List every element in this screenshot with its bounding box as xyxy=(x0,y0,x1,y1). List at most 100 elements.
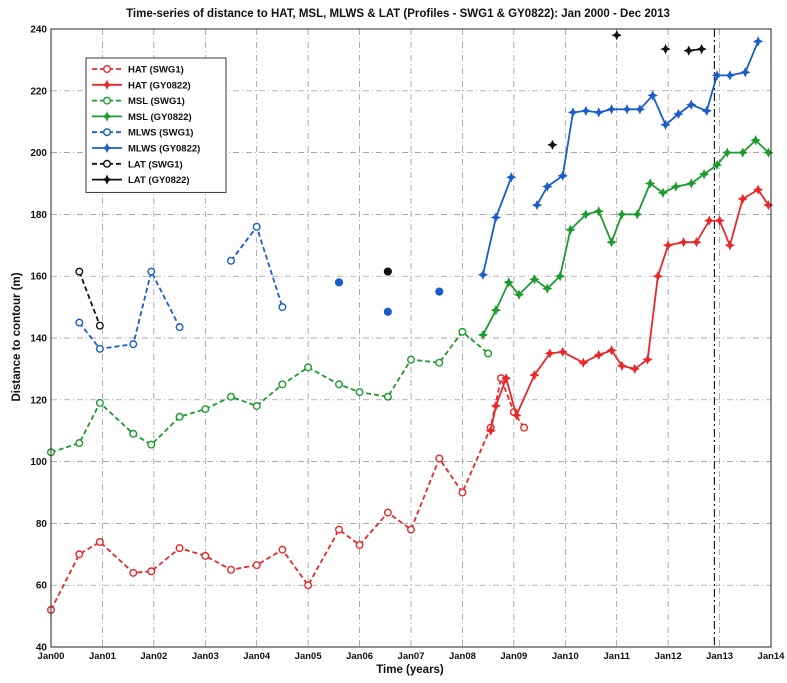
series xyxy=(485,184,774,436)
data-point xyxy=(383,508,392,517)
data-point xyxy=(567,107,579,118)
data-point xyxy=(226,565,235,574)
data-point xyxy=(201,551,210,560)
data-point xyxy=(686,99,697,110)
data-point xyxy=(304,363,313,372)
data-point xyxy=(435,358,444,367)
x-tick-label: Jan01 xyxy=(89,651,117,662)
data-point xyxy=(557,170,568,181)
data-point xyxy=(544,348,556,359)
data-point xyxy=(95,537,104,546)
data-point xyxy=(490,400,502,412)
data-point xyxy=(606,237,617,248)
x-axis-label: Time (years) xyxy=(376,664,444,676)
legend-marker xyxy=(101,142,113,154)
data-point xyxy=(407,355,416,364)
series xyxy=(75,267,392,330)
data-point xyxy=(531,199,543,211)
y-tick-label: 80 xyxy=(36,519,48,530)
data-point xyxy=(226,256,235,265)
data-point xyxy=(147,567,156,576)
data-point xyxy=(554,271,566,282)
data-point xyxy=(750,135,761,146)
legend: HAT (SWG1) HAT (GY0822) MSL (SWG1) MSL (GY0… xyxy=(85,57,227,193)
data-point xyxy=(701,105,712,117)
series-line xyxy=(536,41,759,206)
data-point xyxy=(529,274,540,285)
data-point xyxy=(616,360,628,371)
data-point xyxy=(95,321,104,330)
x-tick-label: Jan05 xyxy=(295,651,323,662)
data-point xyxy=(565,224,576,235)
data-point xyxy=(657,187,669,198)
data-point xyxy=(647,90,658,101)
data-point xyxy=(175,323,184,332)
data-point xyxy=(335,380,344,389)
data-point xyxy=(696,43,707,55)
chart-title: Time-series of distance to HAT, MSL, MLW… xyxy=(126,8,670,20)
data-point xyxy=(580,105,592,117)
x-tick-label: Jan11 xyxy=(604,651,631,662)
data-point xyxy=(724,240,736,251)
x-tick-label: Jan10 xyxy=(552,651,579,662)
data-point xyxy=(95,398,104,407)
data-point xyxy=(593,107,604,118)
legend-marker xyxy=(101,111,113,122)
data-point xyxy=(175,544,184,553)
data-point xyxy=(407,525,416,534)
y-axis-label: Distance to contour (m) xyxy=(11,272,23,401)
x-tick-label: Jan12 xyxy=(655,651,682,662)
y-tick-label: 200 xyxy=(30,148,47,159)
data-point xyxy=(500,373,512,384)
x-tick-label: Jan04 xyxy=(243,651,271,662)
data-point xyxy=(252,222,261,231)
x-tick-label: Jan00 xyxy=(38,651,65,662)
data-point xyxy=(147,440,156,449)
data-point xyxy=(201,405,210,414)
data-point xyxy=(616,209,628,220)
data-point xyxy=(737,193,748,205)
legend-marker xyxy=(101,174,113,185)
data-point xyxy=(629,363,640,375)
data-point xyxy=(611,30,622,41)
data-point xyxy=(652,271,664,282)
data-point xyxy=(686,178,697,189)
data-point xyxy=(490,305,502,316)
data-point xyxy=(506,172,517,183)
legend-marker xyxy=(102,159,111,168)
data-point xyxy=(383,392,392,401)
legend-label: MSL (GY0822) xyxy=(128,112,192,123)
y-tick-label: 100 xyxy=(30,457,47,468)
data-point xyxy=(752,184,764,195)
series xyxy=(547,30,707,151)
series-line xyxy=(482,138,770,336)
series xyxy=(477,135,774,341)
data-point xyxy=(642,354,653,365)
data-point xyxy=(670,181,682,192)
legend-label: HAT (GY0822) xyxy=(128,80,191,91)
data-point xyxy=(226,392,235,401)
legend-label: MSL (SWG1) xyxy=(128,96,185,107)
data-point xyxy=(711,70,723,81)
x-tick-label: Jan03 xyxy=(192,651,219,662)
legend-marker xyxy=(102,64,111,73)
data-point xyxy=(621,104,633,115)
x-tick-label: Jan13 xyxy=(706,651,733,662)
data-point xyxy=(175,412,184,421)
data-point xyxy=(662,240,674,251)
data-point xyxy=(129,429,138,438)
data-point xyxy=(737,147,748,158)
legend-label: LAT (SWG1) xyxy=(128,159,183,170)
data-point xyxy=(529,369,540,381)
series-line xyxy=(78,271,101,326)
plot-frame xyxy=(50,28,772,648)
data-point xyxy=(435,454,444,463)
y-tick-label: 220 xyxy=(30,86,47,97)
data-point xyxy=(660,43,671,55)
y-tick-label: 140 xyxy=(30,334,47,345)
data-point xyxy=(355,388,364,397)
data-point xyxy=(252,401,261,410)
y-tick-label: 180 xyxy=(30,210,47,221)
data-point xyxy=(484,349,493,358)
